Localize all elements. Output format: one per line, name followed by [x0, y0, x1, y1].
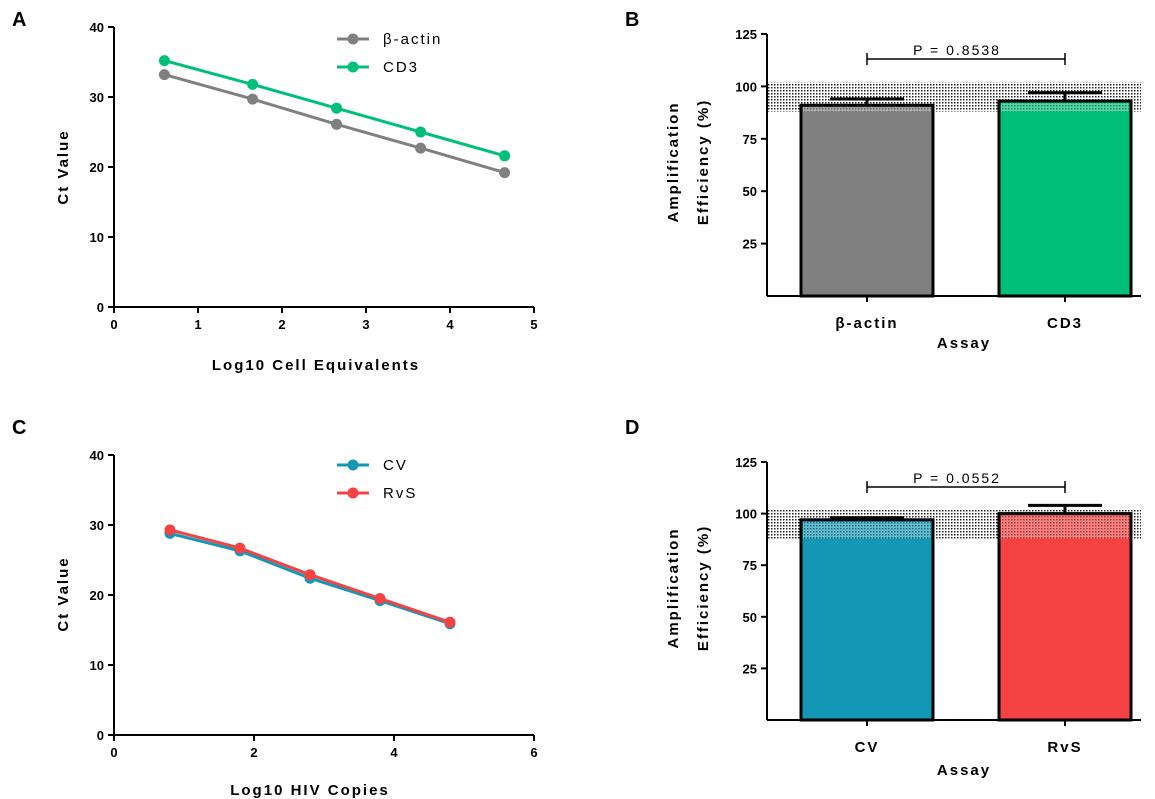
panel-c-data-point — [444, 616, 456, 628]
panel-a-y-axis-label: Ct Value — [55, 129, 72, 204]
panel-a-x-tick-label: 3 — [362, 317, 369, 332]
panel-a-legend-marker — [347, 61, 359, 73]
panel-b-y-axis-label-line1: Amplification — [665, 101, 682, 222]
panel-c-x-tick-label: 0 — [110, 745, 117, 760]
panel-d-y-axis-label-line2: Efficiency (%) — [695, 525, 712, 651]
panel-b-y-tick-label: 25 — [743, 237, 757, 252]
panel-a-y-tick-label: 0 — [97, 300, 104, 315]
panel-d-y-tick-label: 50 — [743, 610, 757, 625]
panel-a-data-point — [499, 167, 511, 179]
panel-c-data-point — [234, 542, 246, 554]
panel-d-bar — [799, 518, 935, 722]
panel-d-p-value: P = 0.0552 — [913, 470, 1001, 486]
panel-b-bar-band-overlay — [1001, 103, 1129, 112]
panel-d-bar-chart: Amplification Efficiency (%) Assay P = 0… — [665, 455, 1141, 779]
panel-c-y-tick-label: 40 — [90, 448, 104, 463]
panel-b-category-label: CD3 — [1047, 315, 1083, 332]
panel-a-data-point — [415, 126, 427, 138]
panel-c-x-axis-label: Log10 HIV Copies — [230, 782, 390, 799]
panel-a-data-point — [331, 102, 343, 114]
panel-c-legend-marker — [347, 487, 359, 499]
panel-d-bar-band-overlay — [1001, 515, 1129, 539]
panel-d-y-tick-label: 125 — [735, 455, 757, 470]
panel-c-x-tick-label: 6 — [530, 745, 537, 760]
panel-c-data-point — [374, 593, 386, 604]
panel-a-x-tick-label: 1 — [194, 317, 201, 332]
panel-c-y-tick-label: 30 — [90, 518, 104, 533]
panel-a-data-point — [247, 78, 259, 90]
panel-a-y-tick-label: 40 — [90, 20, 104, 35]
panel-a-data-point — [499, 150, 511, 162]
panel-d-y-tick-label: 25 — [743, 661, 757, 676]
panel-letter-b: B — [625, 9, 639, 31]
panel-d-y-axis-label-line1: Amplification — [665, 527, 682, 648]
panel-c-data-point — [304, 569, 316, 581]
panel-d-category-label: RvS — [1047, 739, 1082, 756]
panel-a-x-tick-label: 2 — [278, 317, 285, 332]
panel-c-x-tick-label: 2 — [250, 745, 257, 760]
panel-b-y-axis-label-line2: Efficiency (%) — [695, 99, 712, 225]
panel-d-category-label: CV — [855, 739, 880, 756]
panel-a-legend-marker — [347, 33, 359, 45]
panel-c-legend-marker — [347, 459, 359, 471]
panel-a-x-tick-label: 0 — [110, 317, 117, 332]
panel-d-y-tick-label: 75 — [743, 558, 757, 573]
panel-c-legend-label: RvS — [383, 485, 417, 502]
panel-a-line-chart: Log10 Cell Equivalents Ct Value 01020304… — [55, 20, 538, 374]
panel-b-y-tick-label: 100 — [735, 79, 757, 94]
panel-a-x-axis-label: Log10 Cell Equivalents — [212, 357, 420, 374]
panel-b-y-tick-label: 125 — [735, 27, 757, 42]
panel-a-x-tick-label: 5 — [530, 317, 537, 332]
panel-c-y-tick-label: 0 — [97, 728, 104, 743]
panel-d-x-axis-label: Assay — [937, 762, 991, 779]
panel-b-p-value: P = 0.8538 — [913, 42, 1001, 58]
panel-c-x-tick-label: 4 — [390, 745, 398, 760]
panel-a-data-point — [158, 55, 170, 67]
panel-a-data-point — [247, 93, 259, 105]
panel-c-legend-label: CV — [383, 457, 408, 474]
panel-a-legend-label: CD3 — [383, 59, 419, 76]
panel-d-y-tick-label: 100 — [735, 507, 757, 522]
panel-b-bar — [799, 103, 935, 298]
panel-b-y-tick-label: 50 — [743, 184, 757, 199]
panel-d-bar — [997, 512, 1133, 722]
panel-c-y-tick-label: 20 — [90, 588, 104, 603]
panel-a-data-point — [415, 142, 427, 154]
panel-b-bar — [997, 99, 1133, 298]
panel-a-data-point — [331, 118, 343, 130]
panel-b-category-label: β-actin — [835, 315, 898, 332]
panel-letter-c: C — [12, 417, 26, 439]
panel-d-bar-band-overlay — [803, 521, 931, 539]
panel-a-legend-label: β-actin — [383, 31, 442, 48]
panel-c-line-chart: Log10 HIV Copies Ct Value 0 10 20 30 40 0 2 4 6 C… — [55, 448, 538, 799]
panel-b-x-axis-label: Assay — [937, 335, 991, 352]
panel-letter-d: D — [625, 417, 639, 439]
panel-a-y-tick-label: 20 — [90, 160, 104, 175]
panel-a-y-tick-label: 10 — [90, 230, 104, 245]
panel-a-y-tick-label: 30 — [90, 90, 104, 105]
panel-b-y-tick-label: 75 — [743, 132, 757, 147]
panel-a-data-point — [158, 69, 170, 81]
panel-a-x-tick-label: 4 — [446, 317, 454, 332]
panel-b-bar-band-overlay — [803, 107, 931, 112]
panel-c-data-point — [164, 524, 176, 536]
panel-c-y-tick-label: 10 — [90, 658, 104, 673]
panel-c-y-axis-label: Ct Value — [55, 556, 72, 631]
panel-b-bar-chart: Amplification Efficiency (%) Assay P = 0… — [665, 27, 1141, 352]
panel-letter-a: A — [12, 9, 26, 31]
